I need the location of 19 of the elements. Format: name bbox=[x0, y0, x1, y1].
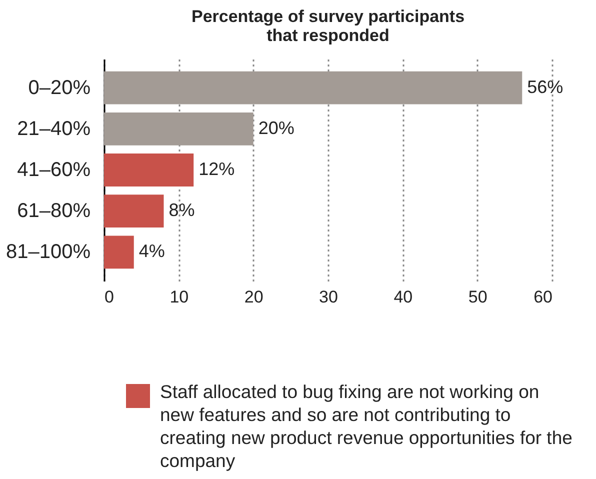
data-label: 8% bbox=[168, 200, 195, 220]
data-label: 56% bbox=[527, 76, 564, 97]
chart-title: Percentage of survey participants that responded bbox=[191, 7, 465, 45]
x-tick-label: 40 bbox=[394, 288, 413, 306]
x-tick-label: 60 bbox=[534, 288, 552, 306]
x-tick-label: 0 bbox=[104, 288, 114, 306]
data-label: 4% bbox=[138, 241, 165, 262]
x-tick-label: 10 bbox=[170, 288, 189, 306]
y-tick-label: 41–60% bbox=[17, 159, 91, 181]
y-tick-label: 81–100% bbox=[6, 241, 91, 264]
x-tick-label: 30 bbox=[319, 288, 338, 306]
x-tick-label: 20 bbox=[244, 288, 264, 306]
data-label: 12% bbox=[198, 159, 235, 179]
y-tick-label: 0–20% bbox=[28, 76, 91, 99]
y-tick-label: 61–80% bbox=[17, 200, 91, 222]
x-tick-label: 50 bbox=[468, 288, 488, 306]
data-label: 20% bbox=[258, 118, 294, 138]
text: Staff allocated to bug fixing are not working on new features and so are not contributing to creating new product revenue opportunities for the company bbox=[160, 380, 574, 472]
y-tick-label: 21–40% bbox=[17, 118, 91, 140]
